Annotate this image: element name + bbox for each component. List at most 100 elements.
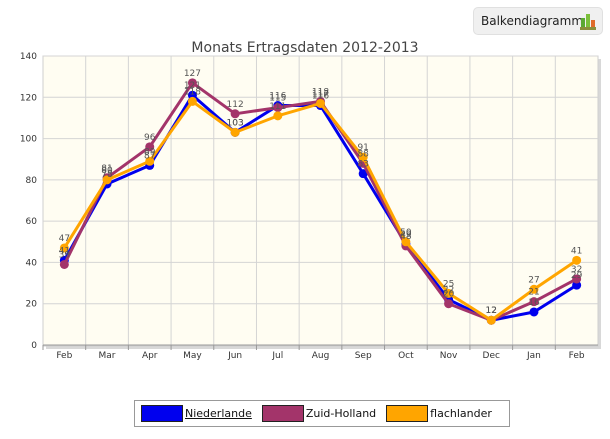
data-point[interactable] xyxy=(572,274,582,284)
data-point[interactable] xyxy=(358,152,368,162)
y-tick-label: 20 xyxy=(26,300,38,310)
x-tick-label: May xyxy=(183,351,202,361)
data-label: 25 xyxy=(443,279,454,289)
data-label: 48 xyxy=(400,232,412,242)
legend-item-flachlander[interactable]: flachlander xyxy=(386,405,492,422)
data-point[interactable] xyxy=(572,255,582,265)
data-point[interactable] xyxy=(187,78,197,88)
y-tick-label: 120 xyxy=(20,93,37,103)
data-label: 121 xyxy=(184,81,201,91)
data-label: 49 xyxy=(400,230,412,240)
bar-chart-icon xyxy=(580,14,596,30)
grid xyxy=(43,55,598,345)
x-tick-label: Feb xyxy=(569,351,585,361)
data-label: 111 xyxy=(269,102,286,112)
data-point[interactable] xyxy=(59,259,69,269)
data-label: 116 xyxy=(312,92,329,102)
data-point[interactable] xyxy=(572,280,582,290)
data-label: 12 xyxy=(486,306,497,316)
legend-label: Niederlande xyxy=(185,407,252,420)
series-layer xyxy=(59,78,582,325)
data-label: 115 xyxy=(269,94,286,104)
data-label: 118 xyxy=(312,87,329,97)
data-label: 89 xyxy=(144,147,156,157)
data-label: 88 xyxy=(357,149,369,159)
data-label: 78 xyxy=(101,170,113,180)
x-tick-label: Apr xyxy=(142,351,158,361)
chart-title: Monats Ertragsdaten 2012-2013 xyxy=(191,40,418,56)
x-tick-label: Sep xyxy=(355,351,372,361)
legend: Niederlande Zuid-Holland flachlander xyxy=(134,400,510,427)
data-label: 20 xyxy=(443,290,455,300)
y-tick-label: 80 xyxy=(26,176,38,186)
data-point[interactable] xyxy=(529,284,539,294)
data-point[interactable] xyxy=(145,156,155,166)
x-tick-label: Feb xyxy=(56,351,72,361)
data-point[interactable] xyxy=(230,127,240,137)
x-tick-label: Jul xyxy=(271,351,283,361)
data-point[interactable] xyxy=(187,96,197,106)
x-tick-label: Mar xyxy=(99,351,116,361)
data-point[interactable] xyxy=(486,315,496,325)
x-tick-label: Aug xyxy=(312,351,330,361)
data-label: 127 xyxy=(184,69,201,79)
data-label: 96 xyxy=(144,133,156,143)
data-label: 87 xyxy=(144,151,155,161)
data-point[interactable] xyxy=(529,307,539,317)
data-label: 12 xyxy=(486,306,497,316)
legend-item-niederlande[interactable]: Niederlande xyxy=(141,405,252,422)
data-point[interactable] xyxy=(358,169,368,179)
data-point[interactable] xyxy=(102,175,112,185)
data-point[interactable] xyxy=(187,90,197,100)
legend-swatch xyxy=(386,405,429,422)
data-label: 41 xyxy=(571,246,582,256)
line-chart: Monats Ertragsdaten 2012-2013 0 20 40 60 80 1… xyxy=(20,40,601,361)
data-point[interactable] xyxy=(444,288,454,298)
data-point[interactable] xyxy=(401,237,411,247)
data-label: 39 xyxy=(59,250,71,260)
y-tick-label: 60 xyxy=(26,217,38,227)
data-label: 112 xyxy=(227,100,244,110)
data-point[interactable] xyxy=(529,297,539,307)
data-label: 21 xyxy=(528,288,539,298)
x-tick-label: Jan xyxy=(526,351,541,361)
data-point[interactable] xyxy=(230,109,240,119)
data-label: 12 xyxy=(486,306,497,316)
data-label: 27 xyxy=(528,275,539,285)
data-point[interactable] xyxy=(444,299,454,309)
y-tick-label: 100 xyxy=(20,135,37,145)
legend-swatch xyxy=(261,405,304,422)
data-point[interactable] xyxy=(316,98,325,108)
data-label: 103 xyxy=(227,118,244,128)
toggle-button-label: Balkendiagramm xyxy=(481,14,584,28)
x-tick-label: Nov xyxy=(440,351,458,361)
data-label: 81 xyxy=(101,164,112,174)
data-point[interactable] xyxy=(145,142,155,152)
data-label: 41 xyxy=(59,246,70,256)
data-label: 116 xyxy=(269,92,286,102)
y-tick-label: 0 xyxy=(31,341,37,351)
data-label: 47 xyxy=(59,234,70,244)
y-tick-label: 140 xyxy=(20,52,37,62)
data-labels: 41 78 87 121 103 116 116 83 49 22 12 16 29 39 81 96 127 1… xyxy=(59,69,583,316)
data-label: 29 xyxy=(571,271,583,281)
data-label: 117 xyxy=(312,89,329,99)
legend-label: Zuid-Holland xyxy=(305,407,377,420)
data-point[interactable] xyxy=(273,111,283,121)
x-tick-label: Oct xyxy=(398,351,414,361)
data-label: 118 xyxy=(184,87,201,97)
data-label: 83 xyxy=(357,160,368,170)
bar-chart-toggle-button[interactable]: Balkendiagramm xyxy=(473,7,603,35)
legend-label: flachlander xyxy=(430,407,492,420)
data-label: 80 xyxy=(101,166,113,176)
data-point[interactable] xyxy=(59,243,69,253)
data-label: 16 xyxy=(528,298,540,308)
data-label: 91 xyxy=(357,143,368,153)
y-tick-label: 40 xyxy=(26,258,38,268)
x-tick-label: Jun xyxy=(227,351,242,361)
axes: 0 20 40 60 80 100 120 140 Feb Mar Apr May Jun Jul Aug S… xyxy=(20,52,598,361)
data-point[interactable] xyxy=(273,103,283,113)
x-tick-label: Dec xyxy=(483,351,500,361)
legend-item-zuid-holland[interactable]: Zuid-Holland xyxy=(261,405,377,422)
data-label: 50 xyxy=(400,228,412,238)
